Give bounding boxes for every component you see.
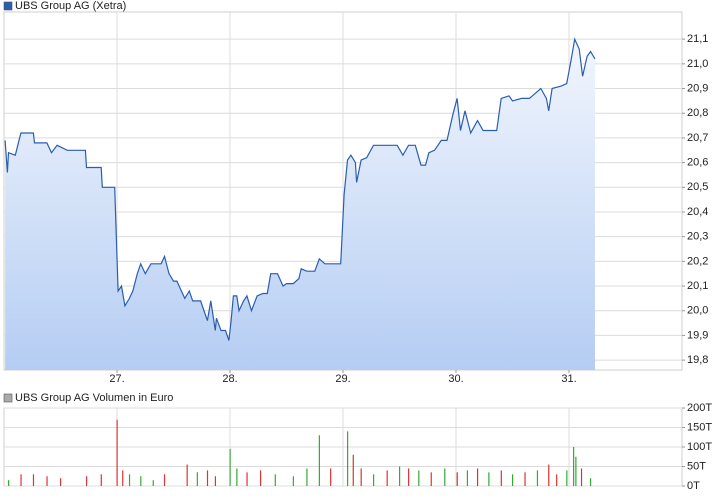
y-tick-label: 20,4 bbox=[687, 206, 708, 218]
volume-bar bbox=[575, 456, 577, 486]
volume-bar bbox=[32, 474, 35, 486]
y-tick-label: 0T bbox=[687, 480, 700, 492]
volume-bar bbox=[128, 474, 131, 486]
x-tick-label: 27. bbox=[109, 373, 124, 385]
x-tick-label: 29. bbox=[335, 373, 350, 385]
y-tick-label: 20,7 bbox=[687, 132, 708, 144]
volume-bar bbox=[536, 470, 539, 486]
volume-bar bbox=[246, 472, 248, 486]
volume-bar bbox=[8, 480, 10, 486]
volume-bar bbox=[373, 474, 375, 486]
y-tick-label: 20,9 bbox=[687, 82, 708, 94]
volume-bar bbox=[196, 472, 198, 486]
y-tick-label: 150T bbox=[687, 421, 712, 433]
y-tick-label: 20,2 bbox=[687, 255, 708, 267]
price-line bbox=[4, 37, 596, 341]
volume-bar bbox=[566, 470, 568, 486]
volume-bar bbox=[352, 454, 354, 486]
y-tick-label: 21,0 bbox=[687, 58, 708, 70]
volume-bar bbox=[229, 448, 231, 486]
volume-bar bbox=[20, 474, 22, 486]
x-tick-label: 31. bbox=[561, 373, 576, 385]
y-tick-label: 20,0 bbox=[687, 305, 708, 317]
legend-swatch bbox=[3, 393, 13, 403]
volume-bar bbox=[330, 468, 332, 486]
y-tick-label: 19,8 bbox=[687, 354, 708, 366]
volume-bar bbox=[466, 470, 468, 486]
volume-bar bbox=[152, 480, 154, 486]
legend-label: UBS Group AG Volumen in Euro bbox=[15, 392, 173, 404]
volume-bar bbox=[512, 474, 514, 486]
volume-bar bbox=[186, 464, 188, 486]
volume-bar bbox=[140, 476, 142, 486]
volume-bar bbox=[556, 474, 558, 486]
volume-bar bbox=[292, 476, 294, 486]
volume-bar bbox=[100, 474, 102, 486]
x-tick-label: 28. bbox=[222, 373, 237, 385]
legend-label: UBS Group AG (Xetra) bbox=[15, 0, 126, 12]
volume-bar bbox=[46, 476, 48, 486]
y-tick-label: 20,1 bbox=[687, 280, 708, 292]
volume-bar bbox=[214, 476, 217, 486]
volume-bar bbox=[85, 476, 88, 486]
volume-bar bbox=[206, 470, 209, 486]
x-tick-label: 30. bbox=[448, 373, 463, 385]
y-tick-label: 20,3 bbox=[687, 231, 708, 243]
volume-bar bbox=[116, 419, 118, 486]
volume-bar bbox=[399, 466, 401, 486]
y-tick-label: 20,8 bbox=[687, 107, 708, 119]
volume-bar bbox=[260, 470, 262, 486]
volume-bar bbox=[418, 470, 420, 486]
volume-bar bbox=[306, 468, 308, 486]
volume-bar bbox=[236, 468, 238, 486]
volume-bar bbox=[548, 464, 550, 486]
volume-bar bbox=[573, 447, 575, 486]
y-tick-label: 200T bbox=[687, 402, 712, 414]
volume-bar bbox=[500, 470, 502, 486]
volume-bar bbox=[456, 472, 458, 486]
volume-bar bbox=[163, 474, 166, 486]
volume-bar bbox=[408, 468, 410, 486]
volume-bar bbox=[386, 470, 388, 486]
y-tick-label: 19,9 bbox=[687, 329, 708, 341]
y-tick-label: 20,6 bbox=[687, 157, 708, 169]
volume-bar bbox=[488, 472, 490, 486]
volume-bar bbox=[318, 435, 320, 486]
volume-bar bbox=[580, 468, 583, 486]
y-tick-label: 20,5 bbox=[687, 181, 708, 193]
y-tick-label: 100T bbox=[687, 441, 712, 453]
volume-bar bbox=[444, 468, 446, 486]
y-tick-label: 21,1 bbox=[687, 33, 708, 45]
volume-bar bbox=[524, 472, 526, 486]
volume-bar bbox=[360, 468, 362, 486]
volume-bar bbox=[60, 478, 62, 486]
area-fill bbox=[5, 39, 596, 370]
volume-bar bbox=[347, 431, 349, 486]
y-tick-label: 50T bbox=[687, 460, 706, 472]
volume-bar bbox=[589, 478, 592, 486]
volume-bar bbox=[274, 474, 276, 486]
volume-bar bbox=[122, 470, 124, 486]
volume-bar bbox=[430, 472, 432, 486]
legend-swatch bbox=[3, 1, 13, 11]
volume-bar bbox=[476, 468, 479, 486]
